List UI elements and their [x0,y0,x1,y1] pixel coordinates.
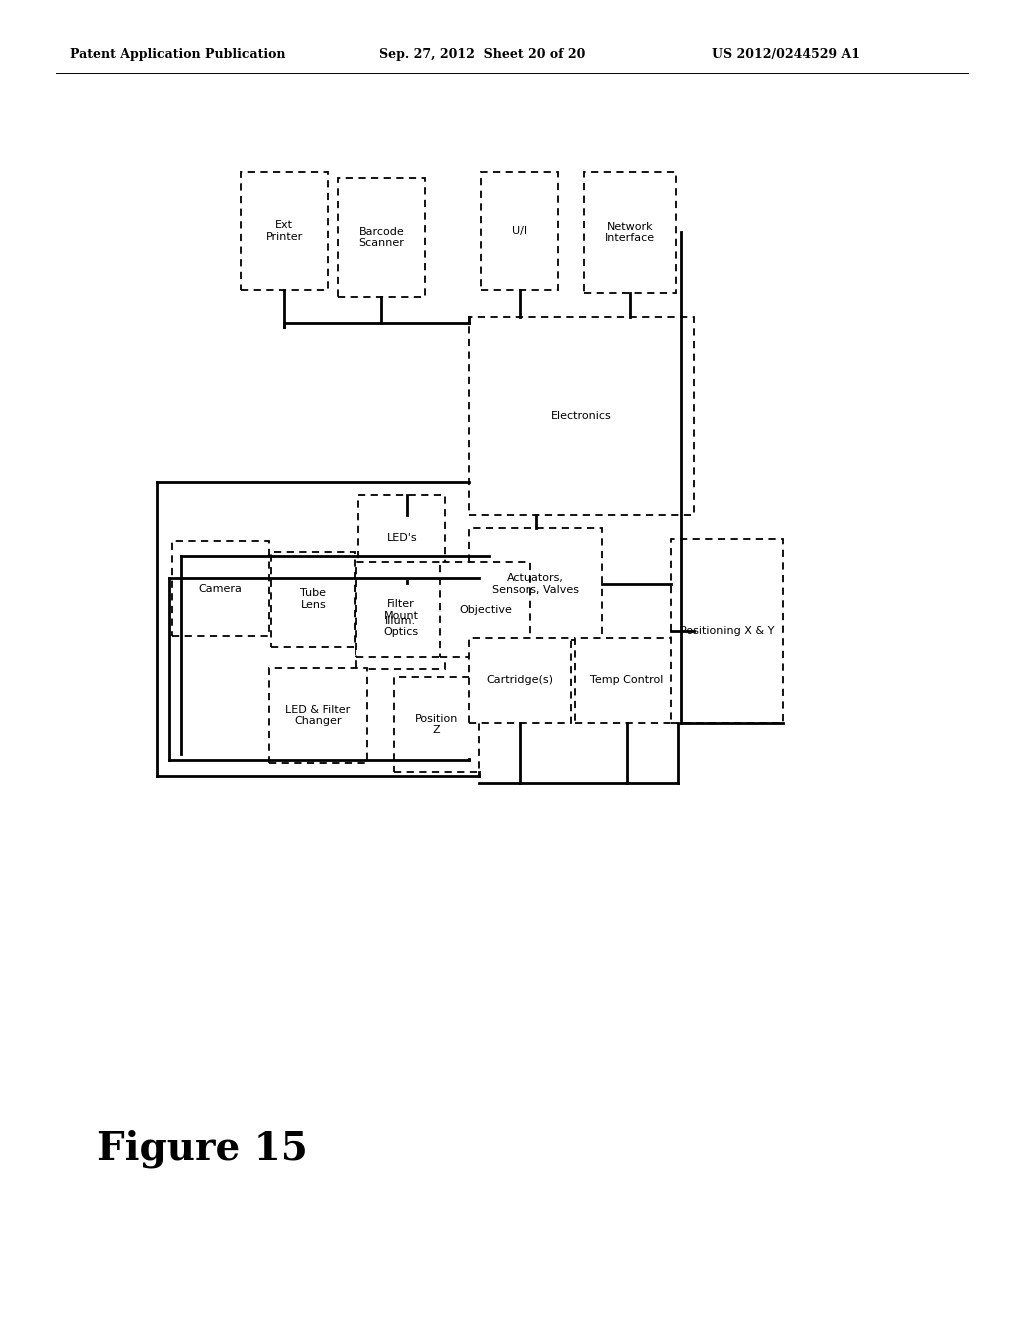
Text: Positioning X & Y: Positioning X & Y [680,626,774,636]
Text: Camera: Camera [199,583,243,594]
Text: Temp Control: Temp Control [590,676,664,685]
Text: Position
Z: Position Z [415,714,459,735]
Text: U/I: U/I [512,226,527,236]
Text: Sep. 27, 2012  Sheet 20 of 20: Sep. 27, 2012 Sheet 20 of 20 [379,48,586,61]
Text: Network
Interface: Network Interface [605,222,654,243]
Text: Cartridge(s): Cartridge(s) [486,676,554,685]
Text: Filter
Mount: Filter Mount [383,599,419,620]
Text: Objective: Objective [459,605,512,615]
Text: LED's: LED's [387,533,417,543]
Text: Actuators,
Sensors, Valves: Actuators, Sensors, Valves [493,573,579,595]
Text: Barcode
Scanner: Barcode Scanner [358,227,404,248]
Text: US 2012/0244529 A1: US 2012/0244529 A1 [712,48,860,61]
Text: Tube
Lens: Tube Lens [300,589,327,610]
Text: Illum.
Optics: Illum. Optics [383,615,419,638]
Text: Figure 15: Figure 15 [97,1130,308,1168]
Text: Patent Application Publication: Patent Application Publication [70,48,285,61]
Text: Ext
Printer: Ext Printer [265,220,303,242]
Text: LED & Filter
Changer: LED & Filter Changer [286,705,350,726]
Text: Electronics: Electronics [551,411,612,421]
